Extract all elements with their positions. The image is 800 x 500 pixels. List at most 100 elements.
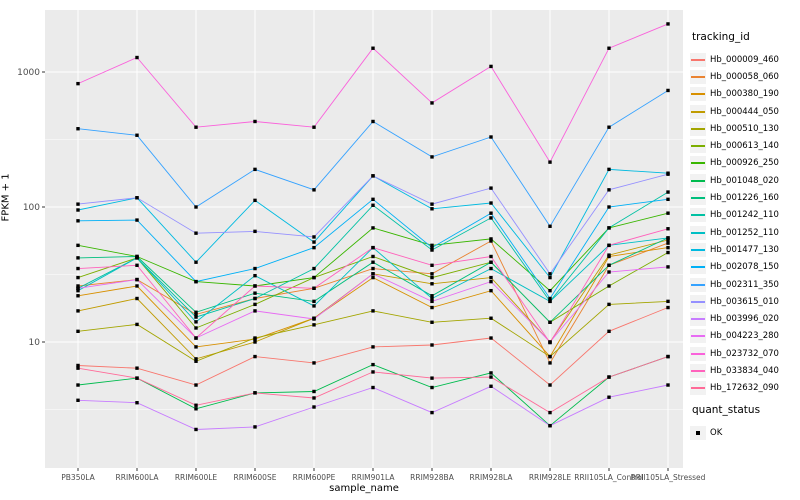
legend-key [690, 260, 706, 275]
x-tick-label: RRIM901LA [352, 473, 396, 482]
data-point [548, 160, 552, 164]
legend-key [690, 294, 706, 309]
legend-item-Hb_000380_190: Hb_000380_190 [690, 86, 798, 103]
data-point [371, 309, 375, 313]
data-point [312, 299, 316, 304]
data-point [76, 81, 80, 86]
data-point [430, 296, 434, 301]
legend-item-Hb_000009_460: Hb_000009_460 [690, 51, 798, 68]
data-point [312, 405, 316, 409]
data-point [253, 391, 257, 395]
legend-key [690, 381, 706, 396]
legend-key [690, 312, 706, 327]
data-point [76, 266, 80, 271]
legend-item-Hb_003996_020: Hb_003996_020 [690, 310, 798, 327]
data-point [312, 125, 316, 129]
x-tick-label: RRIM600SE [234, 473, 277, 482]
data-point [489, 135, 493, 139]
data-point [489, 336, 493, 340]
legend-key-line-icon [691, 387, 705, 390]
legend-label: Hb_001242_110 [710, 210, 779, 221]
data-point [666, 305, 670, 310]
data-point [312, 317, 316, 321]
data-point [548, 288, 552, 293]
data-point [253, 425, 257, 429]
data-point [666, 238, 670, 242]
data-point [548, 320, 552, 324]
legend-item-Hb_001252_110: Hb_001252_110 [690, 224, 798, 241]
legend-item-Hb_023732_070: Hb_023732_070 [690, 345, 798, 362]
data-point [666, 383, 670, 387]
data-point [194, 315, 198, 319]
data-point [194, 260, 198, 264]
data-point [607, 284, 611, 288]
data-point [548, 354, 552, 359]
legend-label: Hb_001477_130 [710, 244, 779, 255]
data-point [312, 304, 316, 308]
data-point [371, 197, 375, 202]
legend-item-Hb_001048_020: Hb_001048_020 [690, 172, 798, 189]
legend-key-line-icon [691, 58, 705, 61]
data-point [312, 188, 316, 192]
data-point [135, 401, 139, 405]
data-point [430, 245, 434, 250]
data-point [253, 291, 257, 295]
data-point [76, 363, 80, 368]
legend-key [690, 277, 706, 292]
data-point [135, 366, 139, 370]
data-point [430, 294, 434, 298]
data-point [489, 266, 493, 271]
data-point [371, 254, 375, 259]
legend-item-Hb_003615_010: Hb_003615_010 [690, 293, 798, 310]
data-point [430, 385, 434, 390]
legend-key-line-icon [691, 162, 705, 165]
legend-item-Hb_004223_280: Hb_004223_280 [690, 328, 798, 345]
data-point [548, 410, 552, 415]
legend-item-Hb_000926_250: Hb_000926_250 [690, 155, 798, 172]
legend-label: Hb_172632_090 [710, 383, 779, 394]
data-point [253, 354, 257, 359]
data-point [135, 322, 139, 327]
legend-key-line-icon [691, 335, 705, 338]
data-point [371, 119, 375, 124]
data-point [76, 329, 80, 334]
data-point [76, 275, 80, 280]
data-point [430, 320, 434, 324]
data-point [430, 155, 434, 159]
legend-key [690, 52, 706, 67]
data-point [371, 345, 375, 349]
data-point [666, 265, 670, 269]
data-point [253, 119, 257, 124]
legend-key-line-icon [691, 283, 705, 286]
data-point [135, 196, 139, 200]
legend-key [690, 329, 706, 344]
legend-item-Hb_000058_060: Hb_000058_060 [690, 68, 798, 85]
data-point [371, 46, 375, 50]
data-point [548, 383, 552, 387]
data-point [548, 361, 552, 365]
data-point [666, 88, 670, 93]
data-point [607, 226, 611, 230]
tracking-id-legend: tracking_id Hb_000009_460 Hb_000058_060 Hb… [690, 31, 798, 397]
data-point [430, 343, 434, 347]
data-point [430, 275, 434, 280]
data-point [253, 309, 257, 313]
data-point [194, 231, 198, 235]
data-point [430, 272, 434, 276]
x-tick-label: RRIM600LA [116, 473, 160, 482]
legend-key [690, 156, 706, 171]
data-point [76, 286, 80, 290]
data-point [135, 296, 139, 301]
legend-key [690, 87, 706, 102]
data-point [135, 218, 139, 222]
data-point [607, 46, 611, 50]
data-point [76, 366, 80, 370]
data-point [76, 294, 80, 298]
data-point [194, 359, 198, 363]
legend-label: Hb_001226_160 [710, 193, 779, 204]
legend-item-Hb_172632_090: Hb_172632_090 [690, 380, 798, 397]
data-point [312, 286, 316, 290]
data-point [489, 254, 493, 259]
data-point [135, 133, 139, 137]
